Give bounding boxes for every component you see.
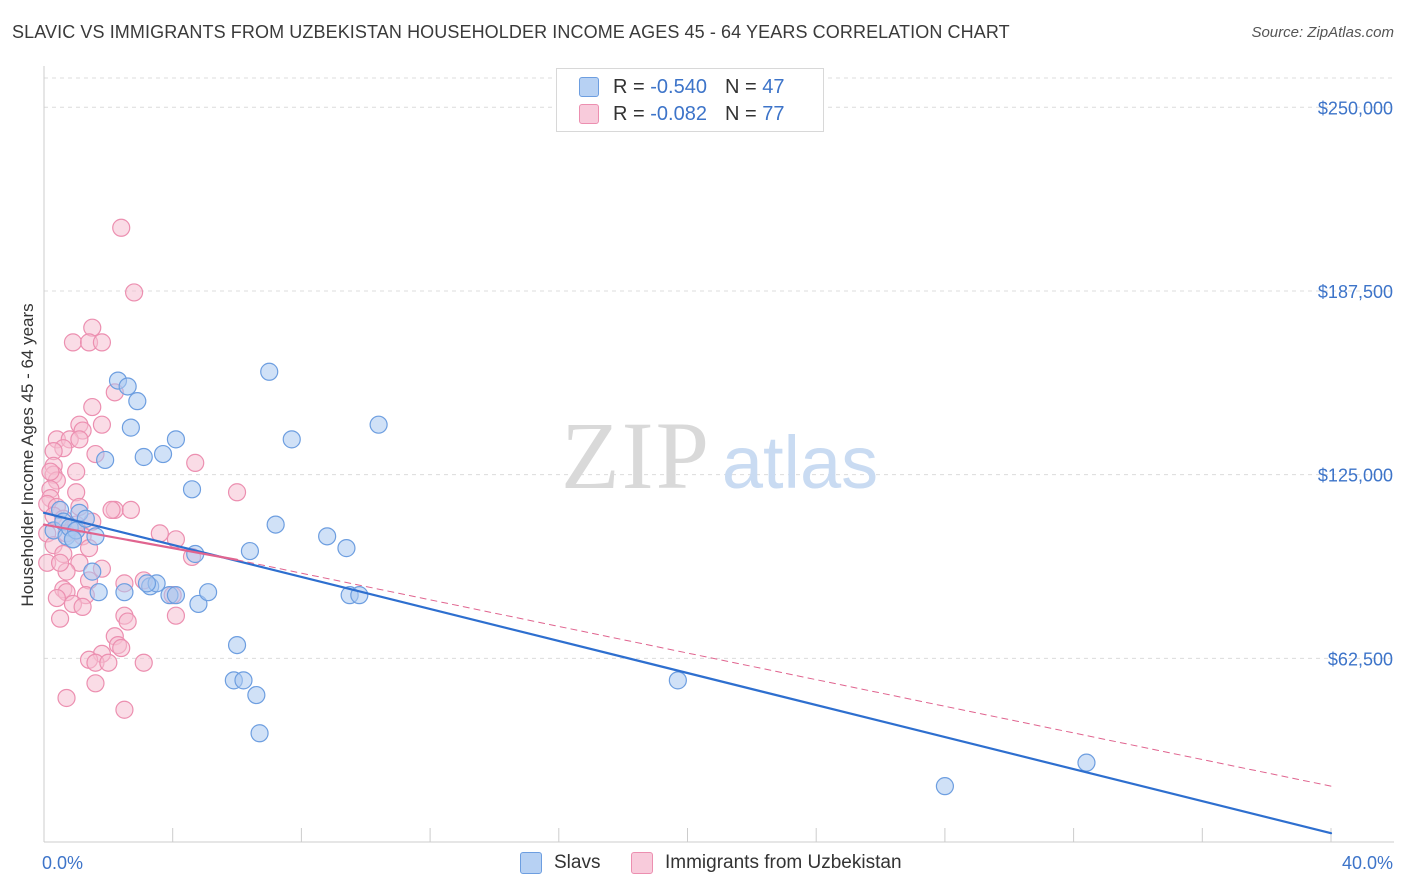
slavs-point [240,541,260,561]
slavs-point [260,362,279,381]
x-tick-label-max: 40.0% [1342,853,1393,873]
uzbek-point [50,609,70,628]
uzbek-point [67,483,86,502]
slavs-point [118,377,137,396]
bottom-legend-slavs: Slavs [520,852,600,874]
slavs-point [266,515,285,534]
uzbek-point [70,430,89,449]
slavs-point [63,530,83,549]
uzbek-point [83,397,102,417]
uzbek-point [112,638,131,658]
slavs-point [128,392,147,411]
grid-layer [44,77,1394,659]
y-tick-label: $187,500 [1318,282,1393,302]
bottom-legend-label-uzbek: Immigrants from Uzbekistan [665,852,902,873]
uzbek-point [41,462,60,481]
uzbek-point [134,653,153,672]
uzbek-point [186,453,205,472]
slavs-point [337,539,356,558]
bottom-legend-swatch-slavs [520,852,542,874]
uzbek-point [166,606,186,625]
bottom-legend-label-slavs: Slavs [554,852,601,873]
axis-layer [43,66,1394,843]
slavs-point [369,415,388,434]
slavs-point [166,430,186,449]
slavs-point [121,418,140,437]
legend-swatch-uzbek [579,104,599,124]
watermark-atlas: atlas [722,421,878,504]
trend-layer [42,511,1333,835]
slavs-point [89,583,108,602]
legend-r-value-uzbek: -0.082 [650,102,707,125]
bottom-legend-swatch-uzbek [631,852,653,874]
slavs-point [282,430,301,449]
uzbek-point [73,597,92,616]
y-tick-label: $125,000 [1318,466,1393,486]
legend-n-value-slavs: 47 [762,75,785,98]
uzbek-point [121,500,140,520]
slavs-trend-line [42,511,1333,835]
slavs-point [198,583,218,602]
correlation-legend: R = -0.540 N = 47 R = -0.082 N = 77 [556,68,824,132]
slavs-point [227,635,247,655]
uzbek-point [102,500,121,520]
slavs-point [96,450,115,470]
uzbek-point [92,333,112,352]
slavs-point [234,671,253,690]
slavs-point [83,562,102,581]
legend-r-label: R = [613,102,645,125]
uzbek-point [50,553,70,572]
slavs-point [250,724,269,743]
slavs-point [153,444,173,464]
uzbek-point [99,653,118,672]
slavs-point [935,777,955,796]
slavs-point [86,527,105,546]
uzbek-trend-line-extrapolated [236,559,1332,787]
slavs-point [1077,753,1096,772]
uzbek-point [86,674,105,693]
y-tick-label: $250,000 [1318,98,1393,118]
uzbek-point [57,688,76,708]
slavs-point [189,594,208,614]
slavs-point [668,671,687,690]
slavs-point [137,574,157,593]
source-label: Source: ZipAtlas.com [1251,24,1394,41]
slavs-point [247,685,266,705]
legend-r-value-slavs: -0.540 [650,75,707,98]
bottom-legend-uzbek: Immigrants from Uzbekistan [631,852,902,874]
uzbek-point [112,218,131,237]
slavs-point [115,583,134,602]
legend-n-label: N = [724,75,757,98]
slavs-point [182,480,202,499]
uzbek-point [227,483,247,502]
legend-n-value-uzbek: 77 [762,102,785,125]
legend-row-slavs: R = -0.540 N = 47 [579,75,784,99]
legend-n-label: N = [724,102,757,125]
legend-r-label: R = [613,75,645,98]
uzbek-point [47,588,66,608]
watermark-zip: ZIP [561,402,711,509]
uzbek-point [118,612,137,631]
y-tick-label: $62,500 [1328,649,1393,669]
slavs-point [318,527,337,546]
uzbek-point [92,415,112,434]
uzbek-point [115,700,134,719]
slavs-point [166,586,186,605]
uzbek-point [83,318,102,337]
legend-swatch-slavs [579,77,599,97]
watermark: ZIP atlas [561,402,878,509]
slavs-point [134,447,153,467]
chart-title: SLAVIC VS IMMIGRANTS FROM UZBEKISTAN HOU… [12,22,1010,42]
uzbek-point [67,462,86,481]
x-tick-label-min: 0.0% [42,853,83,873]
uzbek-trend-line [42,523,239,561]
legend-row-uzbek: R = -0.082 N = 77 [579,102,784,126]
uzbek-point [63,333,83,352]
tick-label-layer: $62,500 $125,000 $187,500 $250,000 0.0% 40.0% [42,98,1393,873]
uzbek-point [124,283,144,302]
uzbek-point [70,553,89,572]
